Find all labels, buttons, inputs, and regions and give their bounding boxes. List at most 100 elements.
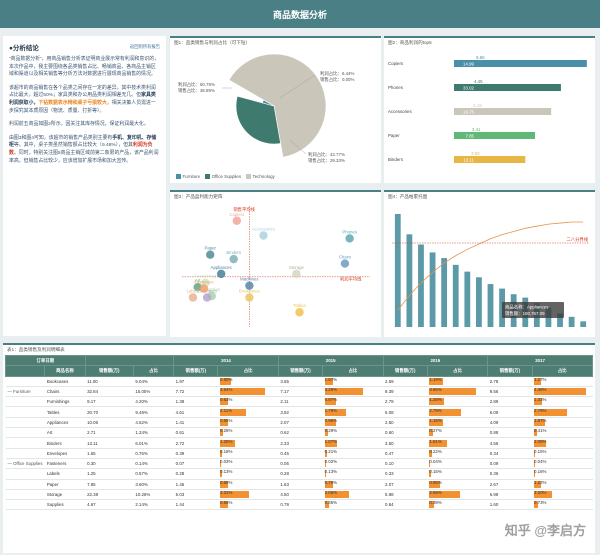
pareto-bar[interactable] [441, 258, 448, 327]
share-bar [534, 398, 542, 406]
group-name-cell: — Furniture [5, 386, 45, 398]
year-share-cell: 0.04% [532, 458, 593, 470]
year-share-cell: 0.97% [322, 396, 384, 408]
scatter-point[interactable] [340, 259, 350, 268]
table-row[interactable]: Paper 7.85 3.60% 1.46 0.68% 1.63 0.75% 2.07 0.95… [5, 479, 593, 490]
scatter-point[interactable] [259, 231, 268, 240]
scatter-point[interactable] [292, 269, 301, 279]
header-year-share[interactable]: 占比 [217, 365, 279, 377]
year-share-cell: 1.19% [427, 376, 488, 387]
pareto-bar[interactable] [394, 214, 401, 327]
pareto-bar[interactable] [452, 264, 459, 327]
year-share-cell: 0.18% [217, 448, 279, 459]
legend-item[interactable]: Technology [246, 174, 275, 179]
header-year-sales[interactable]: 销售额(万) [277, 365, 324, 377]
pareto-bar[interactable] [580, 321, 587, 327]
pareto-bar[interactable] [418, 244, 424, 327]
pie-slice-furniture[interactable] [262, 99, 275, 107]
scatter-point[interactable] [295, 308, 304, 317]
year-share-cell: 0.04% [427, 458, 488, 470]
group-name-cell [5, 417, 45, 429]
header-share[interactable]: 占比 [132, 365, 175, 377]
top5-category-label: Copiers [388, 61, 404, 66]
table-row[interactable]: Bookcases 11.00 5.04% 1.97 0.90% 3.65 1.67% 2.5… [5, 376, 593, 387]
header-year-share[interactable]: 占比 [531, 365, 594, 377]
table-row[interactable]: Binders 13.11 6.01% 2.72 1.25% 2.33 1.07% 3.50 1… [5, 437, 593, 449]
pie-chart[interactable]: 利润占比：6.44%销售占比：0.00% 利润占比：50.79%销售占比：36.8… [170, 48, 381, 168]
header-year[interactable]: 2016 [382, 354, 489, 367]
share-bar [219, 460, 221, 468]
scatter-point[interactable] [232, 216, 242, 225]
header-year-sales[interactable]: 销售额(万) [382, 365, 428, 377]
year-share-cell: 0.16% [532, 468, 593, 480]
table-row[interactable]: Appliances 10.06 4.62% 1.41 0.65% 2.07 0.95% 2.… [5, 417, 593, 429]
table-row[interactable]: Furnishings 9.17 4.20% 1.38 0.63% 2.11 0.97% 2.… [5, 396, 593, 408]
header-year-sales[interactable]: 销售额(万) [487, 365, 533, 377]
share-bar [429, 449, 432, 457]
pareto-bar[interactable] [406, 234, 413, 327]
share-bar [324, 449, 327, 457]
pareto-bar[interactable] [487, 284, 494, 327]
header-year-share[interactable]: 占比 [322, 365, 384, 377]
header-year[interactable]: 2015 [277, 354, 384, 367]
pareto-bar[interactable] [557, 313, 563, 327]
table-row[interactable]: Supplies 4.67 2.14% 1.44 0.66% 0.79 0.36% 0.84 0… [5, 499, 593, 511]
header-sales[interactable]: 销售额(万) [84, 365, 134, 377]
pareto-bar[interactable] [476, 277, 482, 327]
table-row[interactable]: Art 2.71 1.24% 0.61 0.28% 0.62 0.29% 0.60 0.27% 0… [5, 427, 593, 439]
year-sales-cell: 2.67 [487, 479, 533, 490]
top5-bar[interactable] [454, 60, 587, 67]
scatter-point[interactable] [199, 284, 209, 293]
pie-slice-technology[interactable] [228, 53, 327, 158]
scatter-point[interactable] [345, 234, 354, 243]
table-row[interactable]: Storage 22.38 10.26% 5.03 2.31% 4.50 2.06% 5.88… [5, 489, 593, 501]
year-share-cell: 0.29% [322, 427, 384, 439]
header-product-name[interactable]: 商品名称 [44, 365, 86, 377]
legend-item[interactable]: Furniture [176, 174, 200, 179]
scatter-point[interactable] [193, 282, 202, 292]
top5-bar[interactable] [454, 108, 552, 115]
pie-slice-office-supplies[interactable] [235, 95, 281, 145]
share-bar [219, 501, 229, 509]
back-to-reports-link[interactable]: 返回到所有报告 [129, 44, 160, 49]
header-order-date[interactable]: 订单日期 [5, 354, 86, 367]
scatter-point[interactable] [188, 293, 198, 302]
scatter-point[interactable] [245, 281, 254, 290]
summary-paragraph: 利润前五商品如图2所示。因关注其库存情况，保证利润最大化。 [9, 122, 149, 128]
top5-bar[interactable] [454, 132, 535, 139]
year-sales-cell: 1.41 [173, 417, 218, 429]
table-row[interactable]: Labels 1.25 0.57% 0.28 0.13% 0.28 0.13% 0.33 0.1… [5, 468, 593, 480]
table-row[interactable]: — Furniture Chairs 32.84 15.05% 7.72 3.54% 7.1… [5, 386, 593, 398]
year-sales-cell: 0.47 [383, 448, 428, 459]
sales-cell: 13.11 [85, 437, 134, 449]
share-cell: 5.04% [133, 376, 174, 387]
share-bar [534, 388, 587, 396]
scatter-point[interactable] [229, 254, 238, 264]
year-share-cell: 2.09% [532, 437, 593, 449]
table-row[interactable]: — Office Supplies Fasteners 0.30 0.14% 0.07 0… [5, 458, 593, 470]
top5-bar[interactable] [454, 84, 561, 91]
pareto-bar[interactable] [464, 271, 471, 327]
top5-bar[interactable] [454, 156, 526, 163]
summary-panel: ●分析结论 返回到所有报告 “商品数据分析”，用商品销售分析表证明商业展示常有利… [3, 36, 166, 336]
pareto-bar[interactable] [429, 252, 436, 327]
year-share-cell: 1.67% [322, 376, 384, 387]
scatter-point[interactable] [245, 293, 254, 302]
legend-item[interactable]: Office Supplies [205, 174, 241, 179]
table-row[interactable]: Tables 20.70 9.48% 4.61 2.11% 3.92 1.79% 6.08 2.… [5, 406, 593, 418]
year-share-cell: 0.36% [322, 499, 384, 511]
share-bar [219, 480, 229, 488]
pareto-bar[interactable] [568, 316, 575, 327]
year-sales-cell: 6.08 [383, 406, 428, 418]
scatter-point[interactable] [202, 293, 212, 302]
header-year[interactable]: 2014 [173, 354, 279, 367]
scatter-point[interactable] [216, 269, 226, 279]
scatter-point[interactable] [206, 250, 215, 259]
header-year-share[interactable]: 占比 [426, 365, 489, 377]
table-row[interactable]: Envelopes 1.65 0.76% 0.39 0.18% 0.45 0.21% 0.47… [5, 448, 593, 459]
header-year-sales[interactable]: 销售额(万) [173, 365, 219, 377]
header-year[interactable]: 2017 [487, 354, 593, 367]
